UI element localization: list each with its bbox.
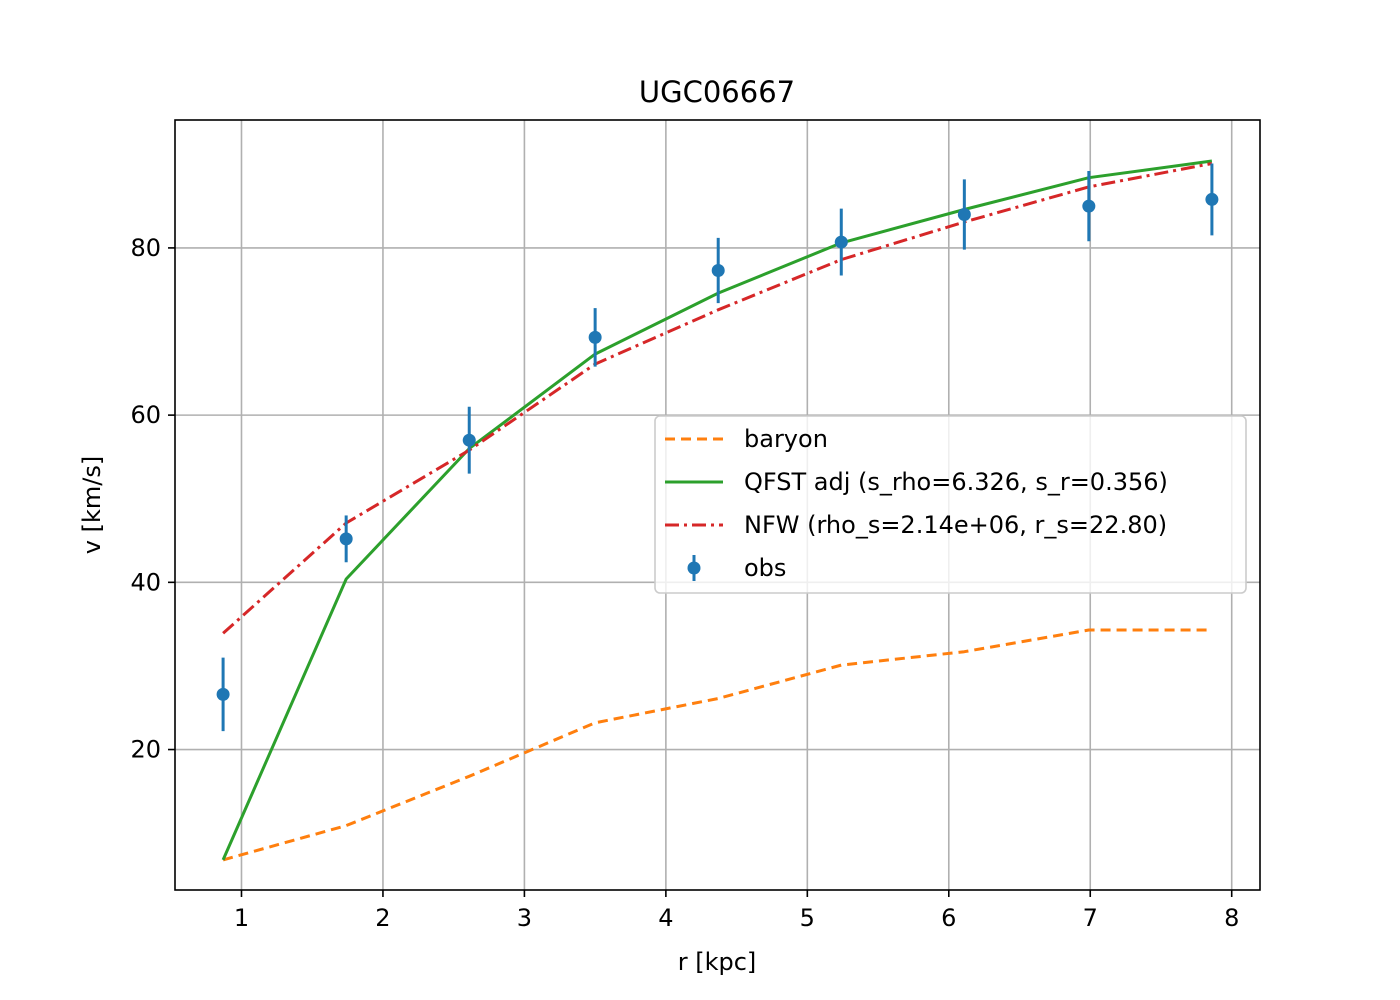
- obs-point: [1205, 192, 1219, 206]
- series-layer: [216, 159, 1219, 862]
- legend-label: NFW (rho_s=2.14e+06, r_s=22.80): [744, 511, 1167, 539]
- legend-label: baryon: [744, 425, 828, 453]
- plot-frame: [174, 119, 1261, 891]
- x-tick-label: 8: [1224, 904, 1239, 932]
- obs-point: [216, 687, 230, 701]
- obs-point: [834, 235, 848, 249]
- x-tick-label: 4: [658, 904, 673, 932]
- x-tick-label: 1: [234, 904, 249, 932]
- legend-box: [654, 415, 1247, 594]
- y-tick-label: 40: [130, 568, 161, 596]
- y-tick-label: 80: [130, 234, 161, 262]
- obs-point: [462, 433, 476, 447]
- obs-point: [588, 330, 602, 344]
- y-axis-label: v [km/s]: [78, 456, 106, 554]
- legend: baryon QFST adj (s_rho=6.326, s_r=0.356) N…: [654, 415, 1247, 594]
- series-line-2: [222, 162, 1213, 635]
- x-tick-label: 2: [375, 904, 390, 932]
- y-tick-label: 60: [130, 401, 161, 429]
- x-axis-label: r [kpc]: [678, 948, 757, 976]
- x-tick-label: 7: [1083, 904, 1098, 932]
- legend-swatch-marker: [687, 561, 701, 575]
- x-tick-label: 5: [800, 904, 815, 932]
- chart-title: UGC06667: [639, 75, 795, 109]
- legend-label: QFST adj (s_rho=6.326, s_r=0.356): [744, 468, 1168, 496]
- obs-point: [1082, 199, 1096, 213]
- x-tick-label: 6: [941, 904, 956, 932]
- x-tick-label: 3: [517, 904, 532, 932]
- obs-point: [711, 263, 725, 277]
- obs-point: [957, 207, 971, 221]
- legend-label: obs: [744, 554, 786, 582]
- axis-ticks: 1 2 3 4 5 6 7 8 20 40 60 80: [130, 234, 1239, 932]
- y-tick-label: 20: [130, 736, 161, 764]
- obs-point: [339, 532, 353, 546]
